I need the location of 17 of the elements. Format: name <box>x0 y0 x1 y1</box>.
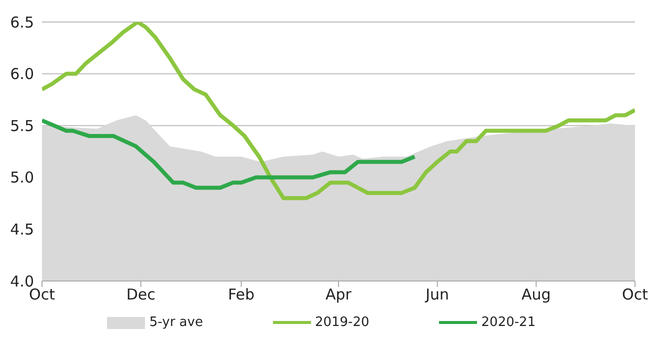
legend-label: 5-yr ave <box>148 315 203 330</box>
line-series <box>42 118 417 190</box>
x-tick-label: Apr <box>326 286 352 304</box>
y-tick-label: 5.5 <box>10 116 34 135</box>
legend-label: 2020-21 <box>480 315 536 330</box>
x-tick-label: Feb <box>228 286 255 304</box>
x-tick-label: Aug <box>522 286 551 304</box>
y-tick-label: 6.5 <box>10 13 34 32</box>
x-tick-label: Oct <box>622 286 648 304</box>
legend-label: 2019-20 <box>314 315 370 330</box>
x-tick-label: Dec <box>126 286 156 304</box>
x-tick-label: Oct <box>29 286 56 304</box>
y-tick-label: 6.0 <box>10 65 34 84</box>
x-tick-label: Jun <box>424 286 450 304</box>
y-tick-label: 4.5 <box>10 220 34 239</box>
y-tick-label: 5.0 <box>10 168 34 187</box>
line-series <box>42 22 635 200</box>
